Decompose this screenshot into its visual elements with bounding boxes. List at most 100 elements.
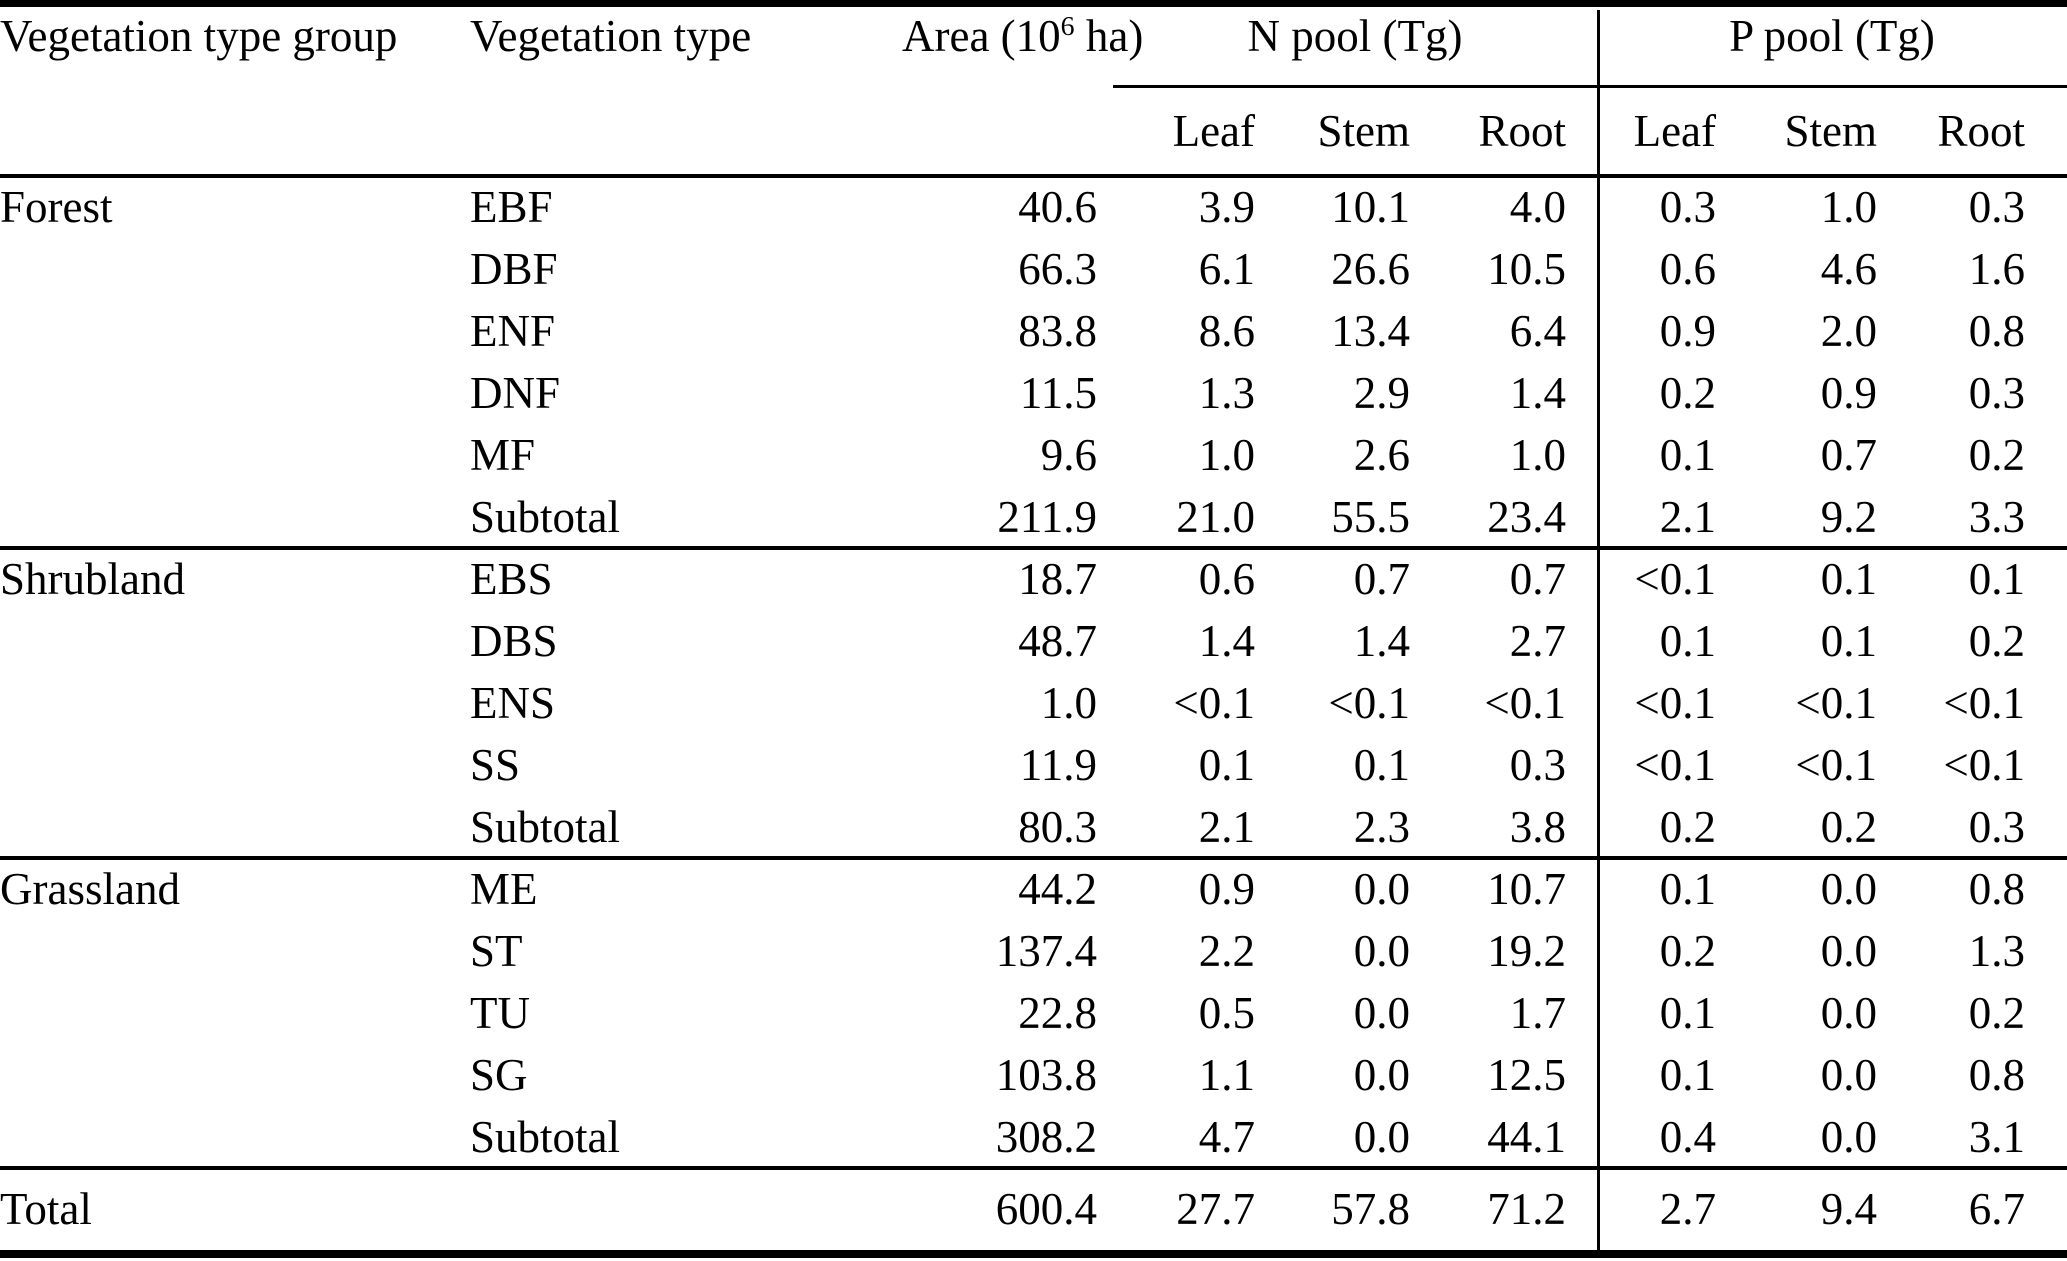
n-stem-cell: <0.1 [1328,678,1410,728]
n-root-cell: 6.4 [1509,306,1566,356]
table-row-total: Total 600.4 27.7 57.8 71.2 2.7 9.4 6.7 [0,1168,2067,1250]
table-row: Grassland ME 44.2 0.9 0.0 10.7 0.1 0.0 0… [0,858,2067,920]
n-root-cell: 1.7 [1509,988,1566,1038]
header-p-leaf: Leaf [1633,106,1716,156]
p-stem-cell: 1.0 [1820,182,1877,232]
vegetation-type-cell: ENS [470,678,556,728]
n-stem-cell: 0.7 [1353,554,1410,604]
p-stem-cell: 0.1 [1820,554,1877,604]
p-root-cell: 0.2 [1968,430,2025,480]
p-leaf-cell: 0.9 [1659,306,1716,356]
n-root-cell: 44.1 [1487,1112,1566,1162]
header-area-exponent: 6 [1060,11,1075,42]
n-stem-cell: 2.9 [1353,368,1410,418]
p-root-cell: 0.8 [1968,864,2025,914]
header-n-pool: N pool (Tg) [1247,11,1463,61]
table-row: SG 103.8 1.1 0.0 12.5 0.1 0.0 0.8 [0,1044,2067,1106]
table-header: Vegetation type group Vegetation type Ar… [0,0,2067,176]
n-root-cell: 10.5 [1487,244,1566,294]
total-divider-rule [0,1166,2067,1170]
group-label: Grassland [0,864,180,914]
vegetation-type-cell: MF [470,430,536,480]
p-stem-cell: 0.9 [1820,368,1877,418]
p-root-cell: <0.1 [1943,678,2025,728]
p-root-cell: 1.3 [1968,926,2025,976]
table-row-subtotal: Subtotal 308.2 4.7 0.0 44.1 0.4 0.0 3.1 [0,1106,2067,1168]
n-root-cell: 0.3 [1509,740,1566,790]
vegetation-type-cell: EBF [470,182,553,232]
area-cell: 9.6 [1040,430,1097,480]
header-p-pool: P pool (Tg) [1729,11,1935,61]
area-cell: 66.3 [1018,244,1097,294]
p-leaf-cell: 0.2 [1659,926,1716,976]
n-leaf-cell: 4.7 [1198,1112,1255,1162]
n-leaf-cell: 2.2 [1198,926,1255,976]
p-root-cell: 0.2 [1968,616,2025,666]
p-leaf-cell: 0.1 [1659,430,1716,480]
p-leaf-cell: 2.7 [1659,1184,1716,1234]
header-area-suffix: ha) [1074,11,1144,61]
p-stem-cell: <0.1 [1795,740,1877,790]
group-label [0,424,470,486]
n-stem-cell: 10.1 [1331,182,1410,232]
n-stem-cell: 0.0 [1353,988,1410,1038]
n-stem-cell: 13.4 [1331,306,1410,356]
group-label [0,672,470,734]
area-cell: 211.9 [997,492,1097,542]
group-label [0,982,470,1044]
n-root-cell: 2.7 [1509,616,1566,666]
header-p-stem: Stem [1784,106,1877,156]
forest-shrubland-divider-rule [0,546,2067,550]
n-stem-cell: 1.4 [1353,616,1410,666]
n-leaf-cell: 1.0 [1198,430,1255,480]
n-leaf-cell: 0.5 [1198,988,1255,1038]
table-row: DNF 11.5 1.3 2.9 1.4 0.2 0.9 0.3 [0,362,2067,424]
p-stem-cell: 0.0 [1820,864,1877,914]
table-row: ENS 1.0 <0.1 <0.1 <0.1 <0.1 <0.1 <0.1 [0,672,2067,734]
p-root-cell: 0.2 [1968,988,2025,1038]
group-label [0,734,470,796]
p-stem-cell: 4.6 [1820,244,1877,294]
p-stem-cell: 0.0 [1820,1112,1877,1162]
p-root-cell: 0.3 [1968,368,2025,418]
vegetation-type-cell: ME [470,864,538,914]
p-root-cell: <0.1 [1943,740,2025,790]
header-n-root: Root [1478,106,1566,156]
header-p-root: Root [1937,106,2025,156]
vegetation-type-cell: TU [470,988,530,1038]
group-label: Forest [0,182,113,232]
empty-header-cell [902,86,1113,176]
p-stem-cell: <0.1 [1795,678,1877,728]
table-row: Shrubland EBS 18.7 0.6 0.7 0.7 <0.1 0.1 … [0,548,2067,610]
table-row-subtotal: Subtotal 211.9 21.0 55.5 23.4 2.1 9.2 3.… [0,486,2067,548]
area-cell: 103.8 [995,1050,1097,1100]
header-n-leaf: Leaf [1172,106,1255,156]
table-row: SS 11.9 0.1 0.1 0.3 <0.1 <0.1 <0.1 [0,734,2067,796]
n-stem-cell: 55.5 [1331,492,1410,542]
table-body: Forest EBF 40.6 3.9 10.1 4.0 0.3 1.0 0.3… [0,176,2067,1250]
p-root-cell: 6.7 [1968,1184,2025,1234]
n-leaf-cell: 2.1 [1198,802,1255,852]
header-vegetation-type-group: Vegetation type group [0,11,398,61]
area-cell: 11.9 [1019,740,1097,790]
p-leaf-cell: 0.1 [1659,616,1716,666]
p-stem-cell: 0.0 [1820,926,1877,976]
group-label [0,1044,470,1106]
area-cell: 48.7 [1018,616,1097,666]
n-leaf-cell: <0.1 [1173,678,1255,728]
n-leaf-cell: 1.4 [1198,616,1255,666]
group-label [0,362,470,424]
header-vegetation-type: Vegetation type [470,11,752,61]
area-cell: 137.4 [995,926,1097,976]
area-cell: 1.0 [1040,678,1097,728]
area-cell: 22.8 [1018,988,1097,1038]
area-cell: 44.2 [1018,864,1097,914]
vegetation-type-cell: SS [470,740,521,790]
n-leaf-cell: 0.1 [1198,740,1255,790]
vegetation-type-cell: ST [470,926,523,976]
n-root-cell: 12.5 [1487,1050,1566,1100]
group-label: Shrubland [0,554,185,604]
n-root-cell: 3.8 [1509,802,1566,852]
